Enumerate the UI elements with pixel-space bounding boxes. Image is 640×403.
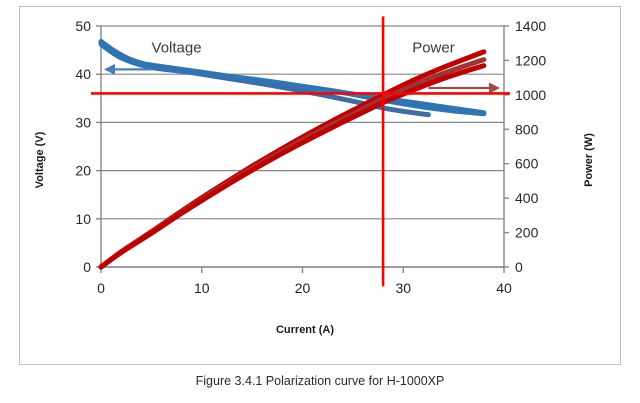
x-axis-tick-label: 0 — [97, 280, 105, 296]
power-direction-arrow-icon — [428, 82, 500, 94]
y-axis-tick-label: 50 — [75, 18, 91, 34]
power-curve — [98, 63, 487, 270]
y2-axis-tick-label: 1200 — [515, 52, 546, 68]
figure-caption-text: Figure 3.4.1 Polarization curve for H-10… — [195, 374, 445, 388]
x-axis-title: Current (A) — [276, 324, 334, 336]
chart-frame — [19, 6, 621, 365]
y-axis-tick-label: 10 — [75, 211, 91, 227]
y-axis-tick-label: 0 — [83, 259, 91, 275]
x-axis-tick-label: 40 — [496, 280, 512, 296]
figure-caption: Figure 3.4.1 Polarization curve for H-10… — [0, 374, 640, 388]
voltage-curve — [98, 41, 487, 117]
tick-labels: 0 10 20 30 40 50 0 200 400 600 800 1000 1200 1400 0 10 2… — [75, 18, 546, 296]
y-axis-tick-label: 30 — [75, 114, 91, 130]
x-axis-tick-label: 10 — [194, 280, 210, 296]
y2-axis-tick-label: 400 — [515, 190, 539, 206]
y-axis-tick-label: 40 — [75, 66, 91, 82]
data-series — [98, 38, 487, 270]
gridlines — [101, 25, 504, 268]
voltage-label: Voltage — [152, 40, 202, 57]
y2-axis-title: Power (W) — [583, 133, 595, 187]
y2-axis-tick-label: 1400 — [515, 18, 546, 34]
y2-axis-tick-label: 800 — [515, 121, 539, 137]
axis-ticks — [96, 25, 509, 273]
y-axis-tick-label: 20 — [75, 163, 91, 179]
y2-axis-tick-label: 600 — [515, 156, 539, 172]
y2-axis-tick-label: 200 — [515, 225, 539, 241]
axes — [100, 26, 505, 268]
y2-axis-tick-label: 0 — [515, 259, 523, 275]
chart-annotations: Voltage Power — [90, 16, 511, 287]
voltage-direction-arrow-icon — [104, 63, 152, 75]
power-label: Power — [412, 40, 455, 57]
y2-axis-tick-label: 1000 — [515, 87, 546, 103]
y-axis-title: Voltage (V) — [34, 131, 46, 188]
x-axis-tick-label: 30 — [395, 280, 411, 296]
x-axis-tick-label: 20 — [295, 280, 311, 296]
